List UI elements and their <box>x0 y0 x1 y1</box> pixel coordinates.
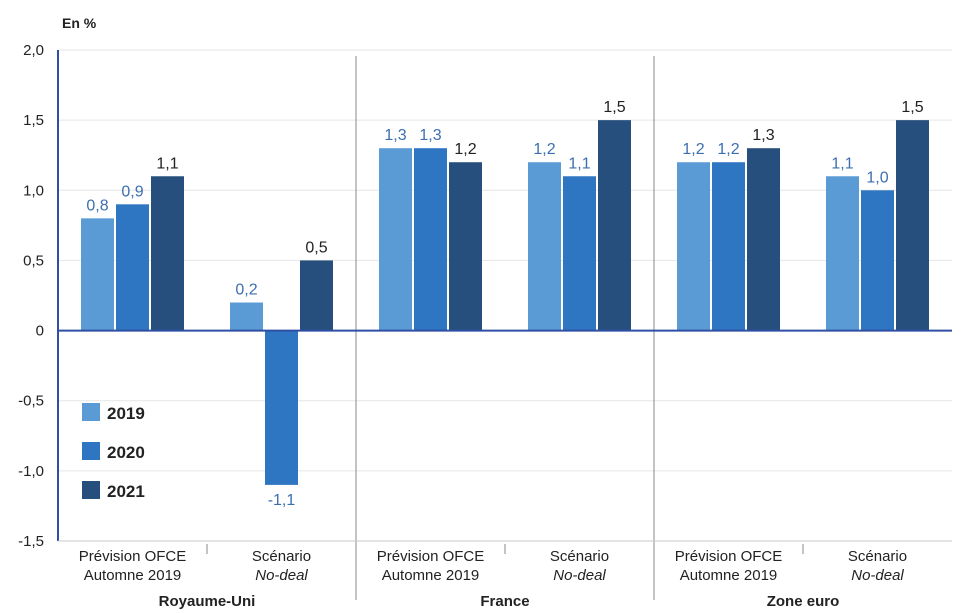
bar-2021 <box>449 162 482 331</box>
category-label-line1: Prévision OFCE <box>377 548 485 565</box>
bars <box>81 120 929 485</box>
bar-2019 <box>230 302 263 331</box>
bar-2019 <box>826 176 859 331</box>
group-label: Zone euro <box>767 593 840 610</box>
value-label: 1,3 <box>752 127 774 144</box>
bar-2020 <box>414 148 447 331</box>
bar-2020 <box>861 190 894 331</box>
unit-label: En % <box>62 15 97 31</box>
category-label-line2: No-deal <box>255 567 308 584</box>
value-label: 1,3 <box>384 127 406 144</box>
category-labels: Prévision OFCE Automne 2019 Scénario No-dea… <box>79 548 907 610</box>
gridlines <box>58 49 952 542</box>
bar-2021 <box>300 260 333 331</box>
y-tick-label: 0 <box>36 323 44 340</box>
group-separators <box>206 56 804 600</box>
y-tick-label: -1,0 <box>18 463 44 480</box>
bar-2021 <box>598 120 631 331</box>
category-label-line2: Automne 2019 <box>680 567 778 584</box>
bar-2020 <box>265 330 298 485</box>
value-label: 1,2 <box>717 141 739 158</box>
value-label: 0,5 <box>305 239 327 256</box>
y-tick-labels: -1,5 -1,0 -0,5 0 0,5 1,0 1,5 2,0 <box>18 42 44 550</box>
category-label-line1: Scénario <box>848 548 907 565</box>
legend-label: 2020 <box>107 443 145 462</box>
bar-2019 <box>528 162 561 331</box>
value-label: 1,1 <box>831 155 853 172</box>
value-label: -1,1 <box>268 492 296 509</box>
bar-2021 <box>151 176 184 331</box>
category-label-line1: Scénario <box>252 548 311 565</box>
value-label: 1,3 <box>419 127 441 144</box>
bar-2020 <box>116 204 149 331</box>
bar-2019 <box>81 218 114 331</box>
category-label-line2: No-deal <box>851 567 904 584</box>
bar-2020 <box>712 162 745 331</box>
bar-2021 <box>747 148 780 331</box>
value-labels: 0,8 0,9 1,1 0,2 -1,1 0,5 1,3 1,3 1,2 1,2 1,1 1,5 1,2… <box>86 99 923 509</box>
category-label-line1: Prévision OFCE <box>675 548 783 565</box>
y-tick-label: 2,0 <box>23 42 44 59</box>
value-label: 1,1 <box>156 155 178 172</box>
legend-swatch-2020 <box>82 442 100 460</box>
value-label: 1,5 <box>901 99 923 116</box>
bar-2020 <box>563 176 596 331</box>
y-tick-label: 0,5 <box>23 252 44 269</box>
value-label: 1,2 <box>454 141 476 158</box>
y-tick-label: 1,0 <box>23 182 44 199</box>
legend: 2019 2020 2021 <box>82 403 145 501</box>
bar-2019 <box>379 148 412 331</box>
group-label: Royaume-Uni <box>159 593 256 610</box>
category-label-line1: Scénario <box>550 548 609 565</box>
value-label: 1,1 <box>568 155 590 172</box>
bar-2021 <box>896 120 929 331</box>
category-label-line1: Prévision OFCE <box>79 548 187 565</box>
legend-swatch-2019 <box>82 403 100 421</box>
value-label: 1,0 <box>866 169 888 186</box>
value-label: 0,9 <box>121 183 143 200</box>
value-label: 1,2 <box>533 141 555 158</box>
value-label: 0,8 <box>86 197 108 214</box>
axes <box>57 50 952 542</box>
y-tick-label: 1,5 <box>23 112 44 129</box>
category-label-line2: No-deal <box>553 567 606 584</box>
y-tick-label: -0,5 <box>18 393 44 410</box>
group-label: France <box>480 593 529 610</box>
y-tick-label: -1,5 <box>18 533 44 550</box>
value-label: 1,5 <box>603 99 625 116</box>
value-label: 1,2 <box>682 141 704 158</box>
category-label-line2: Automne 2019 <box>382 567 480 584</box>
legend-swatch-2021 <box>82 481 100 499</box>
legend-label: 2021 <box>107 482 145 501</box>
legend-label: 2019 <box>107 404 145 423</box>
bar-2019 <box>677 162 710 331</box>
value-label: 0,2 <box>235 282 257 299</box>
category-label-line2: Automne 2019 <box>84 567 182 584</box>
